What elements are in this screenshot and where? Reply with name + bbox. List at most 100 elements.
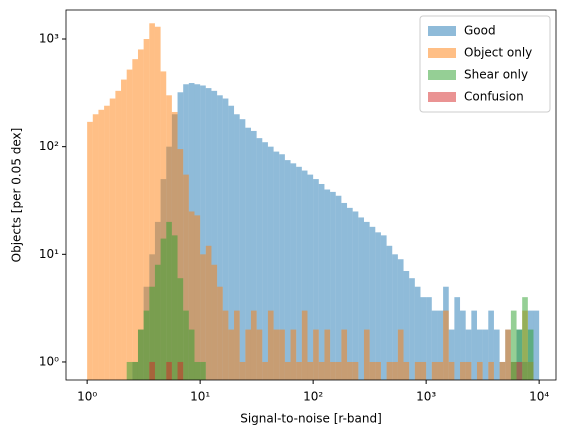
histogram-bar <box>126 69 133 380</box>
histogram-bar <box>392 254 398 380</box>
histogram-bar <box>143 310 150 380</box>
histogram-bar <box>324 189 331 380</box>
histogram-bar <box>177 149 184 380</box>
histogram-bar <box>318 361 325 380</box>
x-tick-label: 10⁰ <box>77 390 97 404</box>
histogram-bar <box>352 361 359 380</box>
histogram-bar <box>533 310 540 380</box>
histogram-bar <box>262 142 268 380</box>
legend-label: Object only <box>464 46 532 60</box>
histogram-bar <box>335 361 342 380</box>
histogram-bar <box>369 226 376 380</box>
histogram-bar <box>307 174 314 380</box>
histogram-bar <box>149 23 155 380</box>
series <box>126 221 534 380</box>
histogram-bar <box>228 105 235 380</box>
histogram-bar <box>228 329 235 380</box>
histogram-bar <box>330 191 336 380</box>
histogram-bar <box>488 361 494 380</box>
histogram-bar <box>375 232 381 380</box>
histogram-bar <box>397 329 404 380</box>
histogram-bar <box>234 310 240 380</box>
histogram-bar <box>250 130 257 380</box>
histogram-bar <box>121 79 127 381</box>
series <box>149 361 523 380</box>
histogram-bar <box>437 310 444 380</box>
histogram-bar <box>149 286 155 380</box>
histogram-bar <box>222 98 229 380</box>
histogram-bar <box>516 361 523 380</box>
histogram-bar <box>171 235 178 380</box>
histogram-bar <box>296 166 302 380</box>
histogram-bar <box>267 146 274 380</box>
histogram-bar <box>256 138 263 380</box>
histogram-bar <box>392 361 398 380</box>
histogram-bar <box>262 361 268 380</box>
legend-box <box>419 15 551 113</box>
histogram-bar <box>245 329 251 380</box>
histogram-bar <box>104 105 110 380</box>
histogram-bar <box>363 221 370 380</box>
histogram-bar <box>211 90 218 380</box>
histogram-bar <box>160 238 167 380</box>
x-tick-label: 10³ <box>416 390 436 404</box>
histogram-bar <box>347 207 353 380</box>
histogram-bar <box>386 245 393 380</box>
histogram-bar <box>341 329 348 380</box>
plot-frame <box>65 9 557 381</box>
histogram-bar <box>166 361 172 380</box>
histogram-bar <box>443 310 449 380</box>
histogram-bar <box>409 278 415 380</box>
histogram-bar <box>493 329 500 380</box>
histogram-bar <box>245 127 251 380</box>
histogram-bar <box>267 310 274 380</box>
histogram-bar <box>341 202 348 380</box>
histogram-bar <box>347 361 353 380</box>
histogram-bar <box>313 329 319 380</box>
y-tick-label: 10⁰ <box>39 354 59 368</box>
histogram-bar <box>505 329 511 380</box>
histogram-bar <box>194 215 201 380</box>
histogram-bar <box>149 361 155 380</box>
histogram-bar <box>279 154 285 380</box>
histogram-bar <box>137 49 144 380</box>
x-axis-label: Signal-to-noise [r-band] <box>240 412 382 426</box>
histogram-bar <box>397 259 404 380</box>
histogram-bar <box>301 310 308 380</box>
legend-swatch <box>428 48 456 58</box>
legend-label: Confusion <box>464 90 524 104</box>
histogram-bar <box>296 361 302 380</box>
histogram-bar <box>313 179 319 380</box>
histogram-bar <box>460 361 466 380</box>
histogram-bar <box>239 119 246 380</box>
histogram-bar <box>499 361 506 380</box>
histogram-bar <box>188 211 195 380</box>
legend-swatch <box>428 70 456 80</box>
histogram-bar <box>109 98 116 380</box>
histogram-bar <box>465 329 472 380</box>
histogram-bar <box>369 361 376 380</box>
legend-swatch <box>428 92 456 102</box>
histogram-bar <box>324 329 331 380</box>
histogram-bar <box>386 361 393 380</box>
histogram-bar <box>166 221 172 380</box>
histogram-bar <box>363 329 370 380</box>
histogram-bar <box>414 286 421 380</box>
histogram-bar <box>177 361 184 380</box>
histogram-bar <box>200 254 206 380</box>
x-tick-label: 10¹ <box>190 390 210 404</box>
histogram-bar <box>431 361 438 380</box>
histogram-bar <box>352 211 359 380</box>
histogram-bar <box>516 329 523 380</box>
histogram-bar <box>137 329 144 380</box>
histogram-bar <box>431 310 438 380</box>
histogram-bar <box>160 71 167 380</box>
histogram-bar <box>188 329 195 380</box>
histogram-bar <box>239 361 246 380</box>
x-tick-label: 10⁴ <box>529 390 549 404</box>
histogram-bar <box>437 361 444 380</box>
histogram-bar <box>448 361 455 380</box>
histogram-bar <box>471 310 477 380</box>
histogram-bar <box>460 310 466 380</box>
